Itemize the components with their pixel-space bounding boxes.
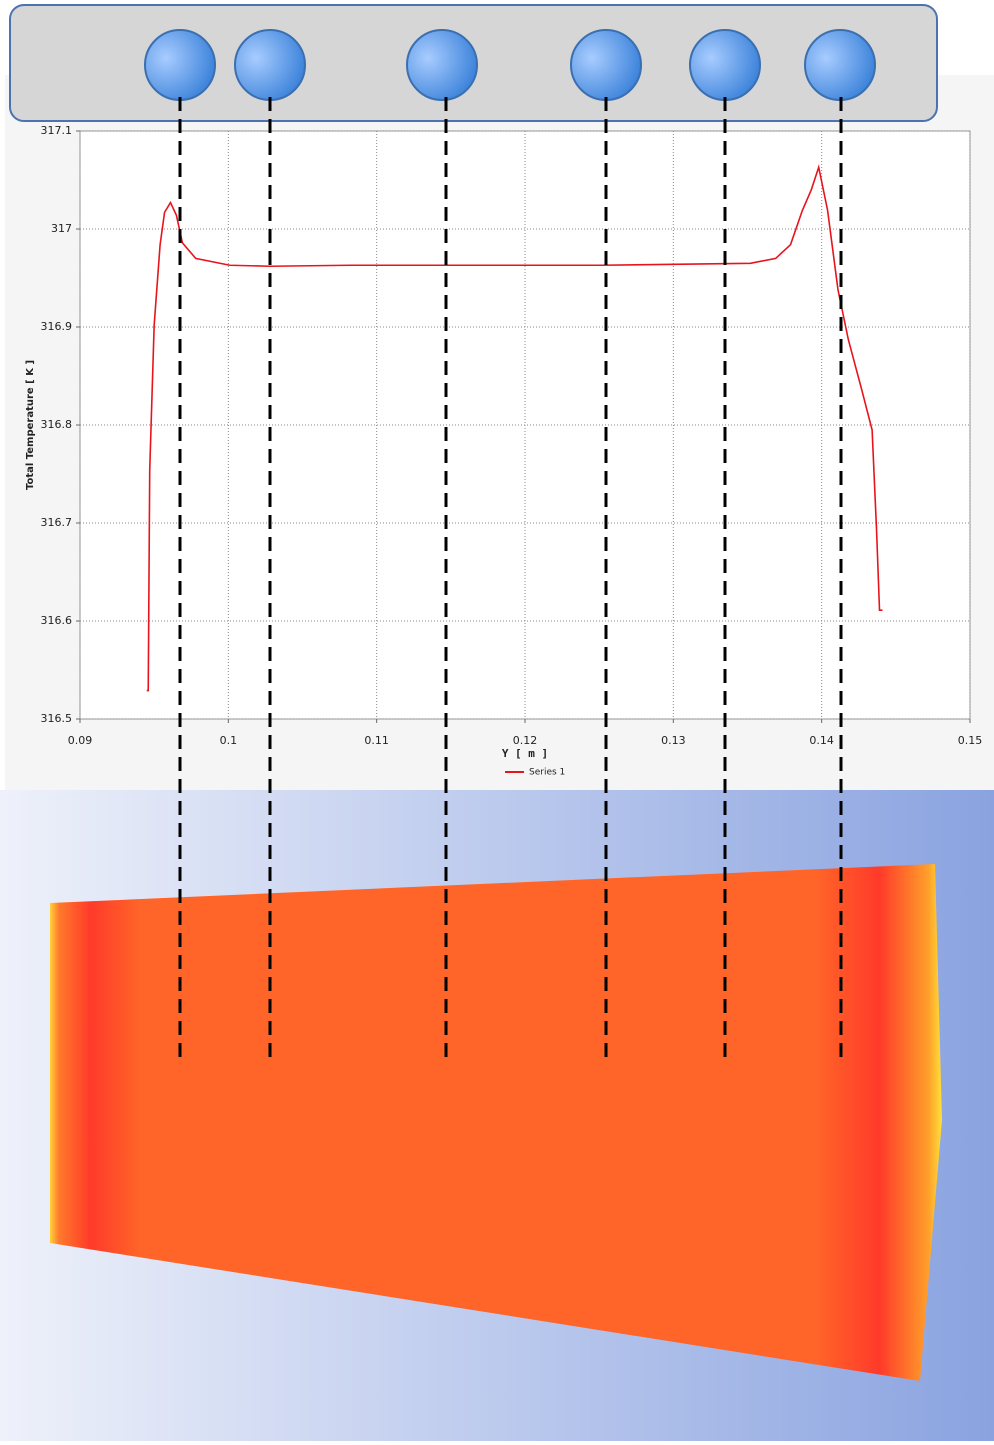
x-tick-label: 0.11 bbox=[364, 734, 389, 747]
probe bbox=[571, 30, 641, 100]
y-tick-label: 316.6 bbox=[41, 614, 73, 627]
page: Total Temperature [ K ] Y [ m ] 316.5 316… bbox=[0, 0, 994, 1441]
y-tick-label: 316.7 bbox=[41, 516, 73, 529]
y-tick-label: 317 bbox=[51, 222, 72, 235]
y-tick-label: 316.8 bbox=[41, 418, 73, 431]
x-tick-label: 0.15 bbox=[958, 734, 983, 747]
probe bbox=[235, 30, 305, 100]
probe bbox=[690, 30, 760, 100]
x-tick-label: 0.12 bbox=[513, 734, 538, 747]
chart: Total Temperature [ K ] Y [ m ] 316.5 316… bbox=[0, 0, 994, 1441]
x-tick-label: 0.09 bbox=[68, 734, 93, 747]
probe bbox=[805, 30, 875, 100]
x-axis-label: Y [ m ] bbox=[502, 747, 548, 760]
y-tick-label: 317.1 bbox=[41, 124, 73, 137]
y-tick-label: 316.5 bbox=[41, 712, 73, 725]
y-tick-label: 316.9 bbox=[41, 320, 73, 333]
probe bbox=[407, 30, 477, 100]
y-axis-label: Total Temperature [ K ] bbox=[25, 360, 36, 490]
legend-label: Series 1 bbox=[529, 768, 565, 778]
x-tick-label: 0.13 bbox=[661, 734, 686, 747]
x-tick-label: 0.1 bbox=[220, 734, 238, 747]
contour-view bbox=[0, 790, 994, 1441]
probe bbox=[145, 30, 215, 100]
x-tick-label: 0.14 bbox=[809, 734, 834, 747]
